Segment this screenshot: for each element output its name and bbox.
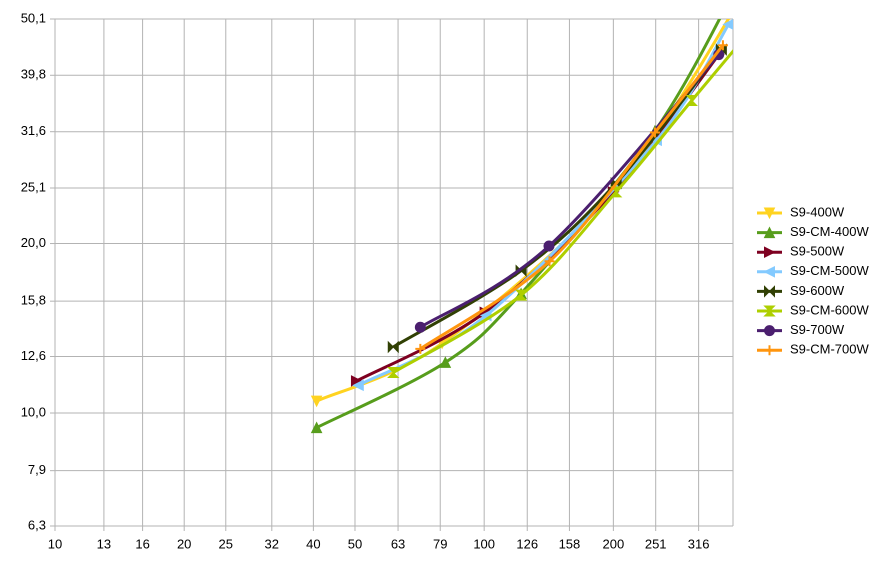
y-tick-label: 39,8 [21, 67, 46, 82]
x-tick-label: 63 [391, 536, 405, 551]
marker [514, 289, 528, 301]
legend-label: S9-CM-600W [790, 302, 869, 317]
x-tick-label: 25 [219, 536, 233, 551]
legend-label: S9-700W [790, 322, 845, 337]
x-tick-label: 316 [688, 536, 710, 551]
x-tick-label: 10 [48, 536, 62, 551]
marker [387, 340, 399, 354]
grid [50, 18, 734, 531]
series-line [355, 53, 720, 383]
x-tick-label: 79 [433, 536, 447, 551]
marker [415, 343, 426, 354]
x-tick-label: 126 [516, 536, 538, 551]
y-tick-label: 20,0 [21, 235, 46, 250]
x-tick-label: 200 [603, 536, 625, 551]
marker [764, 285, 775, 298]
marker [544, 256, 555, 267]
series-line [392, 48, 723, 349]
legend: S9-400W S9-CM-400W S9-500W S9-CM-500W S9-600… [757, 204, 869, 357]
labels: 6,3 7,9 10,0 12,6 15,8 20,0 25,1 31,6 39,8 50,1 10… [21, 10, 710, 551]
marker [310, 395, 323, 408]
marker [685, 94, 698, 106]
marker [764, 246, 776, 259]
x-tick-label: 20 [177, 536, 191, 551]
y-tick-label: 12,6 [21, 348, 46, 363]
x-tick-label: 50 [348, 536, 362, 551]
marker [439, 356, 452, 368]
marker [764, 325, 775, 337]
x-tick-label: 158 [559, 536, 581, 551]
marker [352, 379, 364, 392]
marker [738, 35, 748, 45]
x-tick-label: 13 [97, 536, 111, 551]
y-tick-label: 31,6 [21, 123, 46, 138]
series-line [419, 44, 725, 351]
x-tick-label: 16 [135, 536, 149, 551]
x-tick-label: 251 [645, 536, 667, 551]
marker [764, 345, 775, 356]
y-tick-label: 50,1 [21, 10, 46, 25]
y-tick-label: 6,3 [28, 517, 46, 532]
series-line [315, 19, 731, 403]
legend-label: S9-600W [790, 283, 845, 298]
marker [414, 321, 426, 333]
y-tick-label: 7,9 [28, 462, 46, 477]
legend-label: S9-CM-400W [790, 224, 869, 239]
y-tick-label: 15,8 [21, 293, 46, 308]
legend-label: S9-CM-700W [790, 342, 869, 357]
x-tick-label: 40 [306, 536, 320, 551]
x-tick-label: 32 [265, 536, 279, 551]
legend-label: S9-400W [790, 204, 845, 219]
x-tick-label: 100 [473, 536, 495, 551]
marker [717, 40, 728, 51]
plot-area [310, 0, 748, 434]
marker [763, 265, 775, 278]
marker [310, 421, 323, 434]
marker [649, 127, 660, 138]
series-line [315, 19, 722, 429]
marker [763, 226, 776, 239]
marker [763, 305, 776, 317]
marker [738, 0, 748, 1]
marker [763, 207, 776, 220]
y-tick-label: 10,0 [21, 404, 46, 419]
series-line [392, 48, 733, 374]
marker [387, 367, 400, 379]
y-tick-label: 25,1 [21, 179, 46, 194]
marker [543, 240, 555, 252]
marker [722, 19, 733, 30]
series-line [357, 23, 730, 387]
legend-label: S9-500W [790, 244, 845, 259]
marker [609, 186, 623, 198]
legend-label: S9-CM-500W [790, 263, 869, 278]
